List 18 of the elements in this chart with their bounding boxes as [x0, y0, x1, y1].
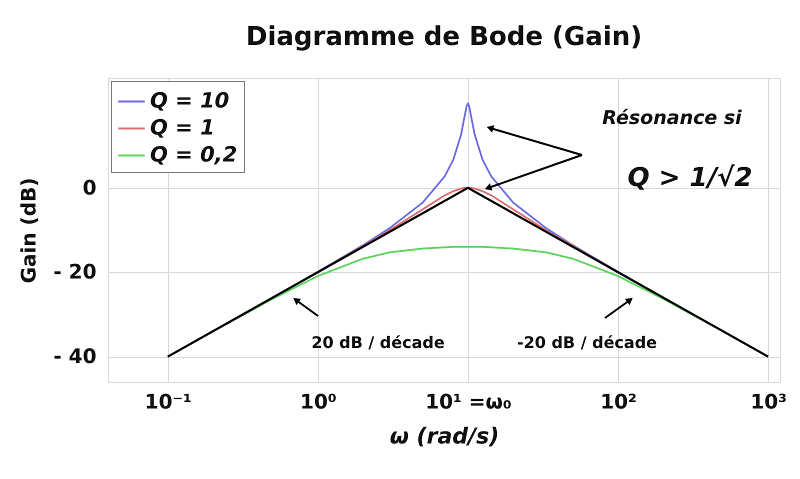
x-axis-title: ω (rad/s) — [390, 424, 500, 450]
x-tick-label: 10³ — [750, 390, 787, 414]
legend-label: Q = 0,2 — [150, 142, 238, 166]
y-tick-label: - 40 — [53, 344, 96, 368]
annotation: -20 dB / décade — [517, 333, 658, 352]
legend-label: Q = 10 — [150, 88, 230, 112]
x-tick-label: 10¹ =ω₀ — [425, 390, 512, 414]
annotation: 20 dB / décade — [311, 333, 445, 352]
x-tick-label: 10² — [600, 390, 637, 414]
y-tick-label: - 20 — [53, 260, 96, 284]
legend-label: Q = 1 — [150, 116, 215, 140]
chart-title: Diagramme de Bode (Gain) — [246, 22, 642, 52]
y-axis-title: Gain (dB) — [16, 178, 40, 284]
x-tick-label: 10⁰ — [300, 390, 337, 414]
y-tick-label: 0 — [82, 175, 96, 200]
annotation: Résonance si — [602, 107, 742, 129]
annotation: Q > 1/√2 — [627, 163, 753, 193]
x-tick-label: 10⁻¹ — [144, 390, 192, 414]
